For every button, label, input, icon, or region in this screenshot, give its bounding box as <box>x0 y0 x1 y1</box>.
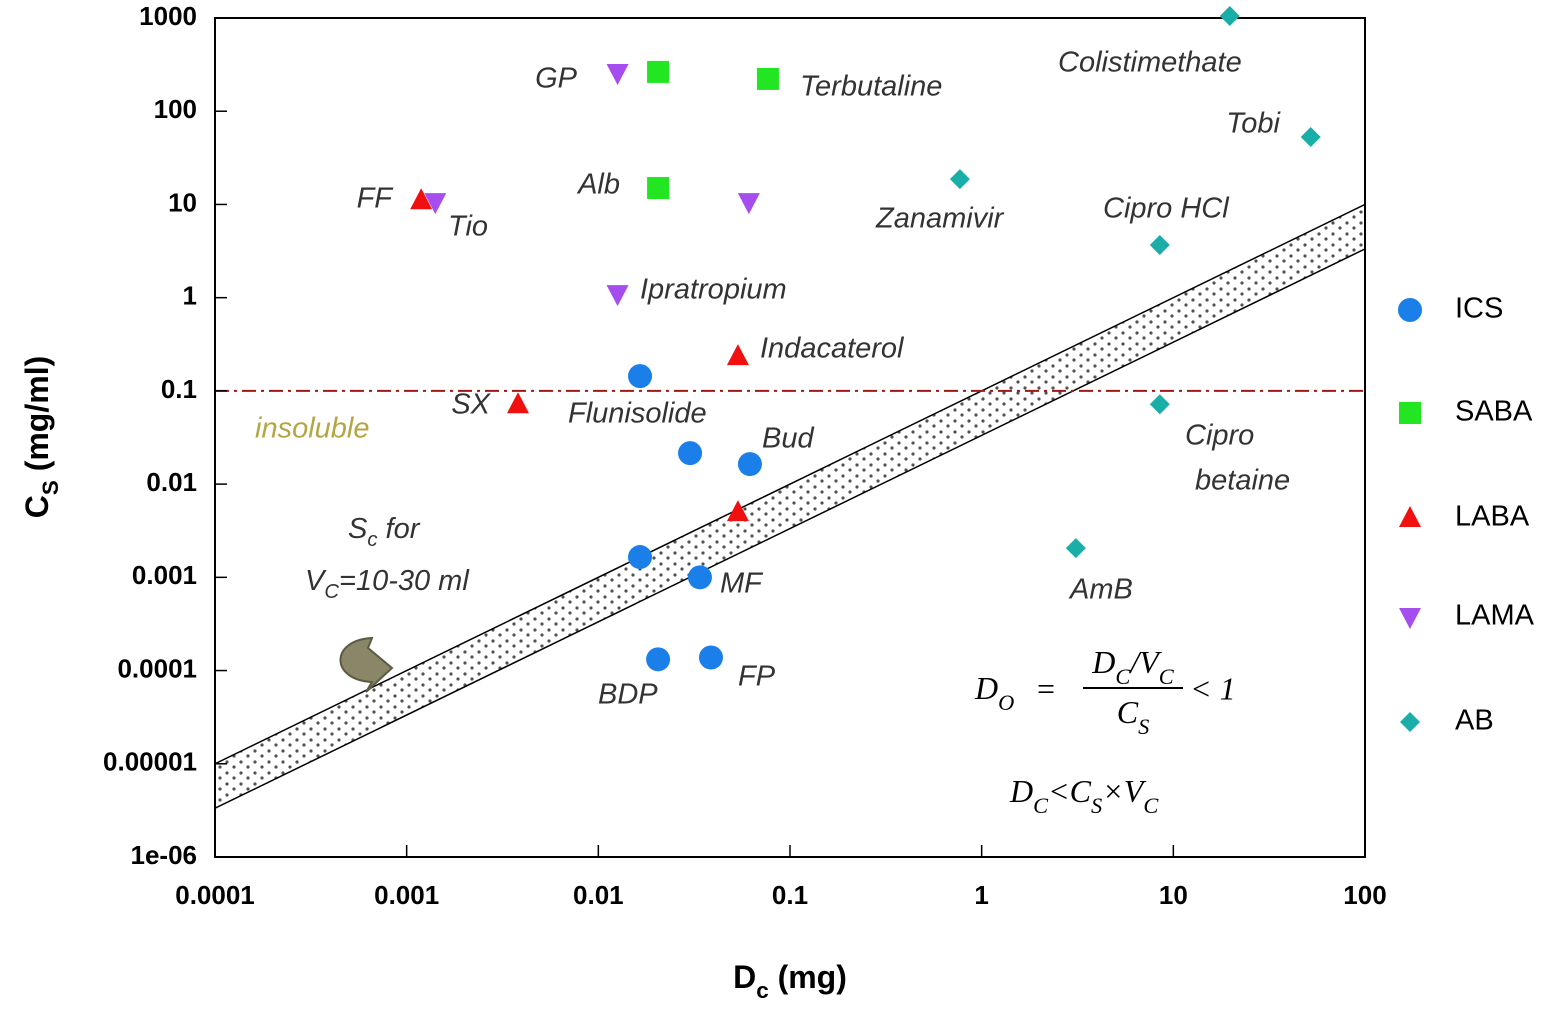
point <box>738 452 762 476</box>
y-tick-label: 1 <box>183 281 197 311</box>
annotation: Cipro HCl <box>1103 193 1230 225</box>
y-tick-label: 0.0001 <box>117 653 197 683</box>
subscript: C <box>324 581 339 603</box>
y-tick-label: 10 <box>168 187 197 217</box>
text-part: (mg) <box>769 959 847 995</box>
x-tick-label: 0.01 <box>573 880 624 910</box>
annotation: Colistimethate <box>1058 47 1242 79</box>
legend-marker <box>1399 402 1421 424</box>
point <box>678 441 702 465</box>
point <box>628 545 652 569</box>
text-part: D <box>1091 644 1115 680</box>
annotation: Flunisolide <box>568 398 707 430</box>
text-part: (mg/ml) <box>19 356 55 480</box>
subscript: C <box>1033 793 1049 818</box>
annotation: Zanamivir <box>875 203 1005 235</box>
subscript: c <box>756 978 768 1003</box>
text-part: =10-30 ml <box>339 565 470 597</box>
annotation: BDP <box>598 679 658 711</box>
point <box>647 177 669 199</box>
y-tick-label: 0.01 <box>146 467 197 497</box>
point <box>647 61 669 83</box>
annotation: Alb <box>576 169 620 201</box>
y-tick-label: 0.001 <box>132 560 197 590</box>
subscript: C <box>1115 664 1131 689</box>
text-part: S <box>348 513 368 545</box>
point <box>646 647 670 671</box>
subscript: S <box>38 480 63 495</box>
subscript: S <box>1138 714 1149 739</box>
annotation: Ipratropium <box>640 274 787 306</box>
annotation: GP <box>535 63 578 95</box>
x-tick-label: 1 <box>974 880 988 910</box>
legend-label: LABA <box>1455 501 1530 533</box>
y-tick-label: 0.00001 <box>103 747 197 777</box>
subscript: S <box>1091 793 1102 818</box>
annotation: Bud <box>762 423 814 455</box>
annotation: FP <box>738 661 776 693</box>
formula-op: = <box>1037 670 1055 706</box>
text-part: C <box>1117 694 1139 730</box>
subscript: O <box>998 690 1014 715</box>
point <box>628 364 652 388</box>
text-part: < <box>1048 773 1070 809</box>
annotation: Tio <box>448 211 488 243</box>
text-part: D <box>974 670 998 706</box>
point <box>688 565 712 589</box>
text-part: D <box>1009 773 1033 809</box>
legend-label: LAMA <box>1455 600 1535 632</box>
annotation: Tobi <box>1226 108 1281 140</box>
y-tick-label: 1e-06 <box>131 840 198 870</box>
subscript: c <box>367 529 377 551</box>
annotation: MF <box>720 568 764 600</box>
legend-label: SABA <box>1455 396 1533 428</box>
threshold-label: insoluble <box>255 413 369 445</box>
text-part: × <box>1102 773 1124 809</box>
annotation: Cipro <box>1185 420 1254 452</box>
y-tick-label: 0.1 <box>161 374 197 404</box>
annotation: SX <box>451 389 491 421</box>
point <box>757 68 779 90</box>
y-tick-label: 1000 <box>139 1 197 31</box>
text-part: C <box>19 495 55 518</box>
legend-label: AB <box>1455 705 1494 737</box>
legend-marker <box>1398 298 1422 322</box>
chart: insoluble 1000 100 10 1 0.1 0.01 0.001 0.0001 0.0… <box>0 0 1560 1007</box>
x-tick-label: 10 <box>1159 880 1188 910</box>
subscript: C <box>1159 664 1175 689</box>
formula-op: < 1 <box>1190 670 1236 706</box>
x-tick-label: 0.1 <box>772 880 808 910</box>
text-part: C <box>1070 773 1092 809</box>
x-tick-label: 100 <box>1343 880 1386 910</box>
subscript: C <box>1143 793 1159 818</box>
point <box>699 646 723 670</box>
annotation: betaine <box>1195 465 1290 497</box>
annotation: Terbutaline <box>800 71 942 103</box>
text-part: for <box>377 513 420 545</box>
legend-label: ICS <box>1455 293 1503 325</box>
text-part: D <box>733 959 756 995</box>
annotation: AmB <box>1068 574 1133 606</box>
y-tick-label: 100 <box>154 94 197 124</box>
annotation: FF <box>357 183 395 215</box>
annotation: Indacaterol <box>760 333 905 365</box>
x-tick-label: 0.001 <box>374 880 439 910</box>
x-tick-label: 0.0001 <box>175 880 255 910</box>
